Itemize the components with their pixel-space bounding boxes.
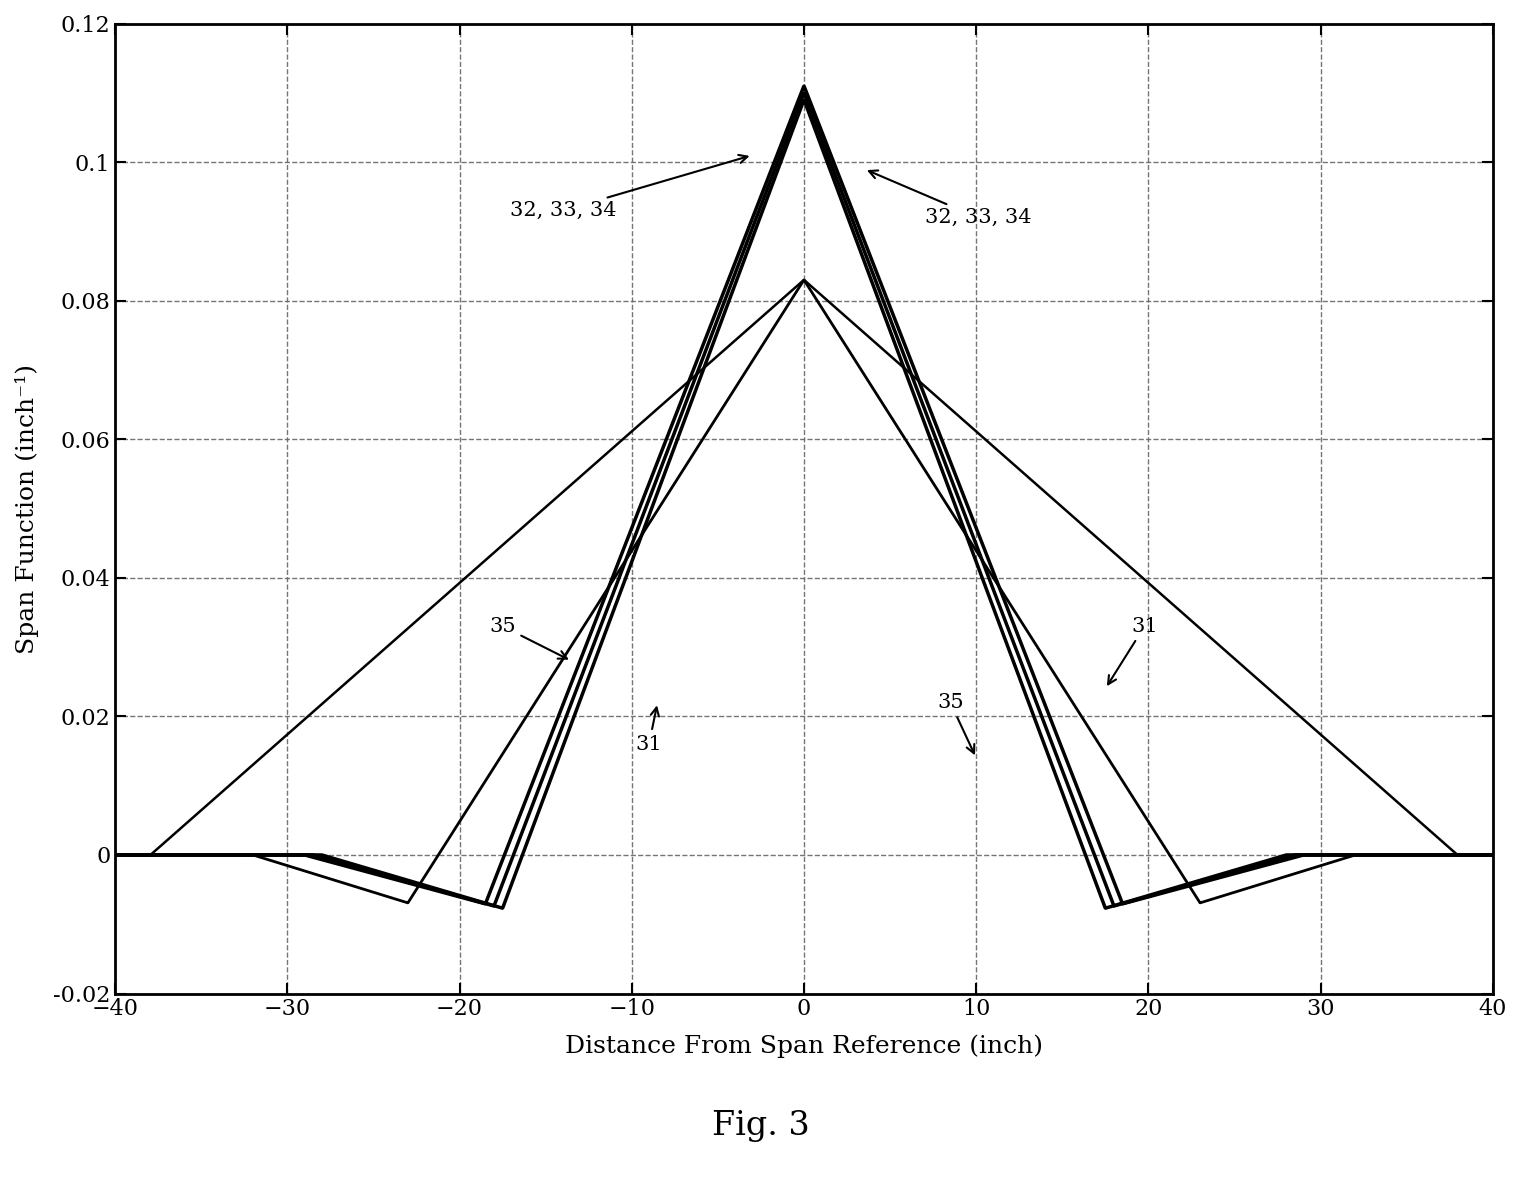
Text: 32, 33, 34: 32, 33, 34 xyxy=(510,155,747,221)
X-axis label: Distance From Span Reference (inch): Distance From Span Reference (inch) xyxy=(565,1035,1043,1057)
Text: 31: 31 xyxy=(636,708,662,753)
Text: 32, 33, 34: 32, 33, 34 xyxy=(869,170,1030,226)
Text: 35: 35 xyxy=(938,693,974,753)
Text: 31: 31 xyxy=(1108,616,1158,684)
Text: Fig. 3: Fig. 3 xyxy=(712,1111,810,1142)
Y-axis label: Span Function (inch⁻¹): Span Function (inch⁻¹) xyxy=(15,364,40,653)
Text: 35: 35 xyxy=(489,616,566,659)
